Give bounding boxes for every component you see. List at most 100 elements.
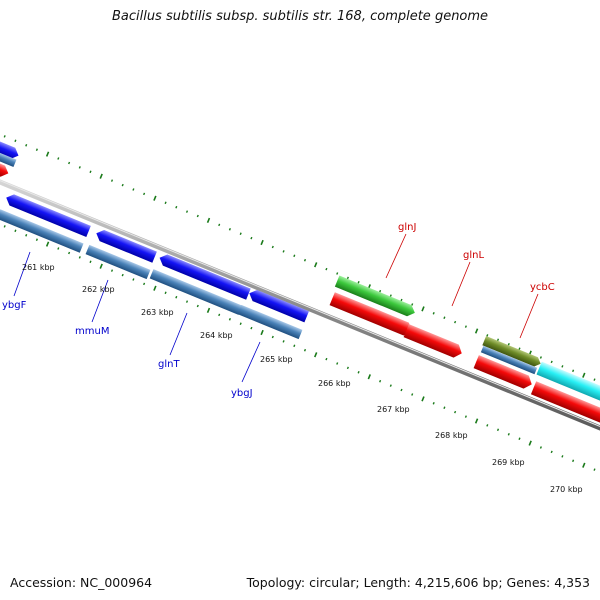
kbp-label: 261 kbp [22, 263, 55, 272]
scale-tick [325, 357, 328, 361]
scale-tick [132, 278, 135, 281]
genome-backbone [0, 179, 600, 431]
gene-label-mmuM[interactable]: mmuM [75, 326, 109, 337]
kbp-label: 269 kbp [492, 458, 525, 467]
gene-feature[interactable] [329, 292, 415, 338]
scale-tick [228, 228, 231, 231]
scale-tick [25, 234, 28, 237]
gene-feature[interactable] [473, 355, 535, 391]
gene-feature[interactable] [0, 156, 11, 179]
scale-tick [550, 360, 553, 364]
scale-tick [45, 241, 50, 247]
scale-tick [539, 446, 542, 449]
scale-tick [593, 378, 596, 381]
scale-tick [164, 291, 167, 295]
scale-tick [550, 450, 553, 454]
scale-tick [496, 428, 500, 432]
gene-label-glnL[interactable]: glnL [463, 250, 484, 261]
scale-tick [293, 254, 296, 258]
gene-feature[interactable] [157, 252, 251, 300]
scale-tick [132, 188, 135, 191]
outer-tick-ring [3, 135, 596, 381]
gene-feature[interactable] [0, 146, 17, 168]
scale-tick [303, 348, 307, 352]
kbp-label: 264 kbp [200, 331, 233, 340]
scale-tick [400, 298, 403, 302]
scale-tick [99, 173, 103, 179]
scale-tick [175, 295, 178, 299]
scale-tick [250, 236, 253, 240]
gene-feature-glnL[interactable] [403, 324, 465, 360]
scale-tick [518, 347, 521, 350]
scale-tick [336, 272, 339, 275]
scale-tick [314, 262, 318, 268]
scale-tick [561, 365, 564, 368]
scale-tick [218, 313, 221, 317]
scale-tick [35, 148, 38, 151]
scale-tick [68, 161, 71, 165]
scale-tick [379, 379, 382, 383]
gene-feature[interactable] [85, 244, 151, 280]
gene-feature[interactable] [0, 134, 21, 161]
scale-tick [507, 433, 510, 436]
gene-feature[interactable] [94, 228, 157, 263]
gene-label-ybgF[interactable]: ybgF [2, 300, 27, 311]
gene-label-ycbC[interactable]: ycbC [530, 282, 555, 293]
scale-tick [196, 304, 199, 308]
gene-feature[interactable] [149, 269, 243, 315]
scale-tick [78, 256, 81, 259]
scale-tick [572, 369, 575, 373]
gene-label-glnT[interactable]: glnT [158, 359, 180, 370]
scale-tick [421, 306, 425, 312]
gene-feature[interactable] [0, 209, 84, 253]
scale-tick [271, 335, 274, 339]
scale-tick [443, 316, 446, 319]
kbp-label: 265 kbp [260, 355, 293, 364]
scale-tick [464, 415, 467, 418]
scale-tick [411, 393, 414, 396]
scale-tick [185, 300, 189, 303]
scale-tick [400, 388, 403, 392]
gene-label-glnJ[interactable]: glnJ [398, 222, 416, 233]
scale-tick [367, 374, 371, 380]
scale-tick [153, 195, 157, 201]
scale-tick [89, 170, 92, 174]
scale-tick [539, 356, 542, 359]
scale-tick [346, 276, 349, 280]
scale-tick [218, 223, 221, 227]
scale-tick [89, 260, 92, 264]
scale-tick [454, 410, 457, 414]
scale-tick [507, 343, 510, 346]
scale-tick [3, 135, 6, 138]
gene-feature[interactable] [4, 192, 91, 238]
gene-feature[interactable] [237, 304, 303, 340]
scale-tick [271, 245, 274, 249]
gene-feature[interactable] [536, 361, 600, 407]
scale-tick [25, 144, 28, 147]
gene-feature-glnJ[interactable] [334, 275, 417, 319]
scale-tick [346, 366, 349, 370]
gene-feature[interactable] [480, 345, 538, 375]
scale-tick [14, 229, 17, 233]
scale-tick [443, 406, 446, 409]
gene-feature-ycbC[interactable] [482, 335, 542, 368]
scale-tick [293, 344, 296, 348]
scale-tick [432, 402, 435, 405]
kbp-labels: 261 kbp 262 kbp 263 kbp 264 kbp 265 kbp … [22, 263, 583, 494]
gene-label-leaders [13, 233, 539, 383]
scale-tick [303, 258, 307, 262]
scale-tick [196, 214, 199, 218]
scale-tick [250, 326, 253, 330]
scale-tick [121, 273, 124, 277]
scale-tick [206, 217, 211, 224]
kbp-label: 270 kbp [550, 485, 583, 494]
reverse-strand-genes [0, 192, 600, 429]
gene-feature[interactable] [247, 288, 309, 323]
forward-strand-genes [0, 134, 600, 407]
gene-label-ybgJ[interactable]: ybgJ [231, 388, 253, 399]
scale-tick [593, 468, 596, 471]
scale-tick [99, 263, 103, 269]
scale-tick [260, 329, 264, 336]
scale-tick [357, 281, 360, 284]
